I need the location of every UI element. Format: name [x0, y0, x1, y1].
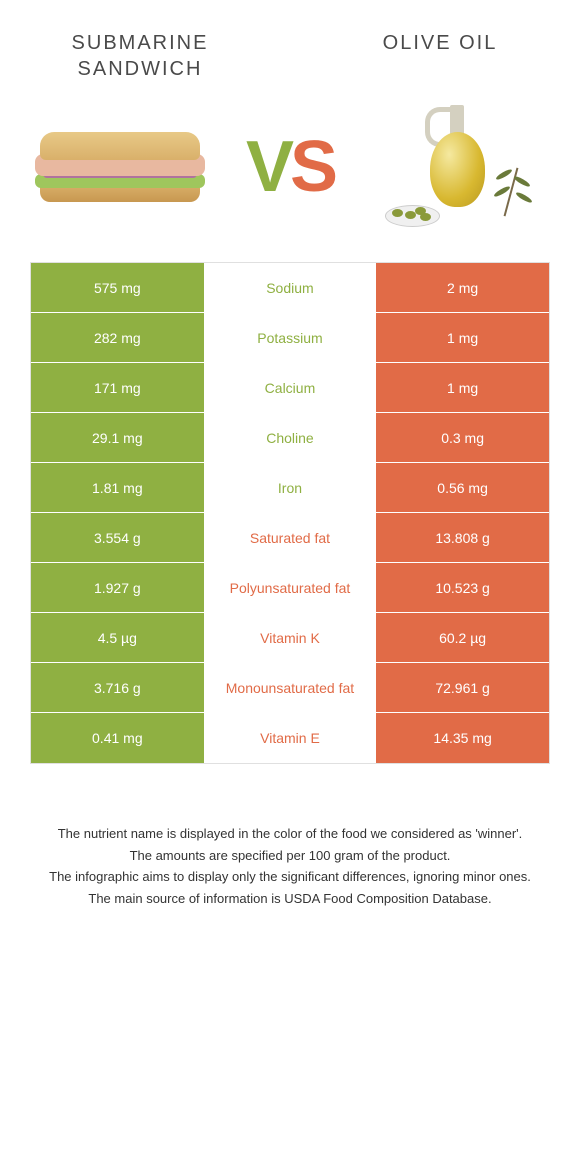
vs-s: S — [290, 127, 334, 207]
table-row: 1.927 gPolyunsaturated fat10.523 g — [31, 563, 549, 613]
oliveoil-illustration — [370, 102, 550, 232]
footer-line: The amounts are specified per 100 gram o… — [30, 846, 550, 866]
nutrient-name: Iron — [204, 463, 377, 512]
table-row: 1.81 mgIron0.56 mg — [31, 463, 549, 513]
right-value: 14.35 mg — [376, 713, 549, 763]
left-value: 171 mg — [31, 363, 204, 412]
left-value: 1.81 mg — [31, 463, 204, 512]
nutrient-name: Monounsaturated fat — [204, 663, 377, 712]
nutrient-name: Vitamin E — [204, 713, 377, 763]
sandwich-illustration — [30, 102, 210, 232]
vs-label: VS — [246, 126, 334, 208]
footer-line: The main source of information is USDA F… — [30, 889, 550, 909]
table-row: 3.554 gSaturated fat13.808 g — [31, 513, 549, 563]
left-value: 3.716 g — [31, 663, 204, 712]
table-row: 575 mgSodium2 mg — [31, 263, 549, 313]
nutrient-table: 575 mgSodium2 mg282 mgPotassium1 mg171 m… — [30, 262, 550, 764]
header: Submarine Sandwich Olive Oil — [0, 0, 580, 92]
table-row: 171 mgCalcium1 mg — [31, 363, 549, 413]
right-title: Olive Oil — [340, 30, 540, 82]
right-value: 0.56 mg — [376, 463, 549, 512]
table-row: 282 mgPotassium1 mg — [31, 313, 549, 363]
nutrient-name: Sodium — [204, 263, 377, 312]
left-value: 1.927 g — [31, 563, 204, 612]
nutrient-name: Saturated fat — [204, 513, 377, 562]
left-title: Submarine Sandwich — [40, 30, 240, 82]
right-value: 0.3 mg — [376, 413, 549, 462]
left-value: 0.41 mg — [31, 713, 204, 763]
right-value: 2 mg — [376, 263, 549, 312]
footer-line: The nutrient name is displayed in the co… — [30, 824, 550, 844]
nutrient-name: Potassium — [204, 313, 377, 362]
right-value: 1 mg — [376, 313, 549, 362]
right-value: 1 mg — [376, 363, 549, 412]
footer-notes: The nutrient name is displayed in the co… — [0, 764, 580, 908]
right-value: 13.808 g — [376, 513, 549, 562]
table-row: 0.41 mgVitamin E14.35 mg — [31, 713, 549, 763]
right-value: 72.961 g — [376, 663, 549, 712]
left-value: 282 mg — [31, 313, 204, 362]
right-value: 60.2 µg — [376, 613, 549, 662]
hero-section: VS — [0, 92, 580, 262]
right-value: 10.523 g — [376, 563, 549, 612]
left-value: 4.5 µg — [31, 613, 204, 662]
table-row: 29.1 mgCholine0.3 mg — [31, 413, 549, 463]
left-value: 29.1 mg — [31, 413, 204, 462]
vs-v: V — [246, 127, 290, 207]
nutrient-name: Polyunsaturated fat — [204, 563, 377, 612]
footer-line: The infographic aims to display only the… — [30, 867, 550, 887]
table-row: 3.716 gMonounsaturated fat72.961 g — [31, 663, 549, 713]
nutrient-name: Calcium — [204, 363, 377, 412]
left-value: 3.554 g — [31, 513, 204, 562]
nutrient-name: Choline — [204, 413, 377, 462]
table-row: 4.5 µgVitamin K60.2 µg — [31, 613, 549, 663]
nutrient-name: Vitamin K — [204, 613, 377, 662]
left-value: 575 mg — [31, 263, 204, 312]
